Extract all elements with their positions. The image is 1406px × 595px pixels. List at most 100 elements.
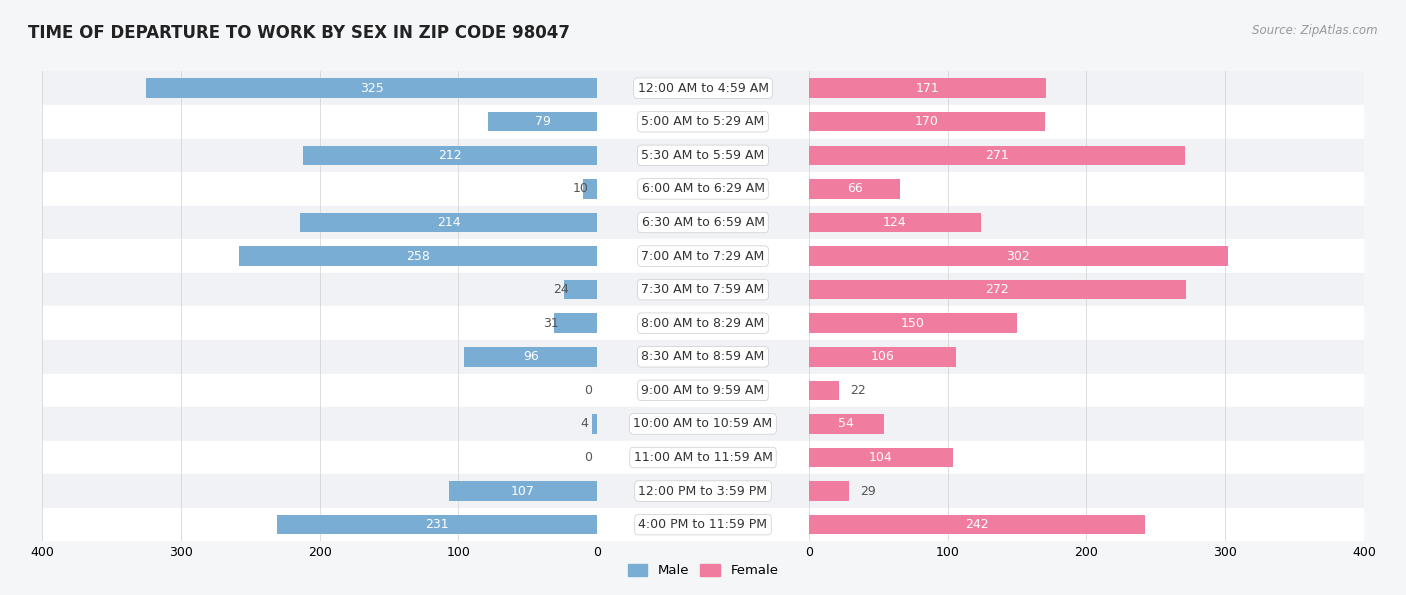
Bar: [808, 441, 1364, 474]
Bar: [304, 146, 598, 165]
Bar: [808, 340, 1364, 374]
Bar: [808, 414, 883, 434]
Bar: [42, 172, 598, 206]
Bar: [808, 347, 956, 367]
Text: 150: 150: [901, 317, 925, 330]
Bar: [598, 306, 808, 340]
Bar: [808, 381, 839, 400]
Bar: [42, 139, 598, 172]
Text: 12:00 PM to 3:59 PM: 12:00 PM to 3:59 PM: [638, 484, 768, 497]
Bar: [598, 172, 808, 206]
Bar: [464, 347, 598, 367]
Text: 10: 10: [572, 183, 588, 195]
Text: 302: 302: [1007, 249, 1031, 262]
Bar: [808, 79, 1046, 98]
Bar: [42, 71, 598, 105]
Text: 7:00 AM to 7:29 AM: 7:00 AM to 7:29 AM: [641, 249, 765, 262]
Bar: [808, 374, 1364, 407]
Bar: [808, 515, 1144, 534]
Bar: [598, 407, 808, 441]
Bar: [42, 239, 598, 273]
Bar: [598, 508, 808, 541]
Text: 6:00 AM to 6:29 AM: 6:00 AM to 6:29 AM: [641, 183, 765, 195]
Bar: [598, 441, 808, 474]
Text: 66: 66: [846, 183, 862, 195]
Bar: [808, 407, 1364, 441]
Bar: [42, 374, 598, 407]
Text: 242: 242: [965, 518, 988, 531]
Bar: [808, 273, 1364, 306]
Text: 0: 0: [583, 451, 592, 464]
Bar: [808, 474, 1364, 508]
Bar: [598, 206, 808, 239]
Bar: [598, 105, 808, 139]
Bar: [808, 280, 1187, 299]
Bar: [808, 71, 1364, 105]
Text: 231: 231: [425, 518, 449, 531]
Text: 31: 31: [543, 317, 560, 330]
Text: 7:30 AM to 7:59 AM: 7:30 AM to 7:59 AM: [641, 283, 765, 296]
Bar: [808, 139, 1364, 172]
Bar: [598, 71, 808, 105]
Bar: [808, 112, 1045, 131]
Text: TIME OF DEPARTURE TO WORK BY SEX IN ZIP CODE 98047: TIME OF DEPARTURE TO WORK BY SEX IN ZIP …: [28, 24, 569, 42]
Text: 325: 325: [360, 82, 384, 95]
Text: 12:00 AM to 4:59 AM: 12:00 AM to 4:59 AM: [637, 82, 769, 95]
Bar: [808, 246, 1227, 266]
Bar: [42, 407, 598, 441]
Bar: [564, 280, 598, 299]
Bar: [42, 508, 598, 541]
Bar: [42, 105, 598, 139]
Bar: [808, 105, 1364, 139]
Bar: [808, 179, 900, 199]
Text: 272: 272: [986, 283, 1010, 296]
Text: 5:30 AM to 5:59 AM: 5:30 AM to 5:59 AM: [641, 149, 765, 162]
Text: 10:00 AM to 10:59 AM: 10:00 AM to 10:59 AM: [634, 418, 772, 430]
Text: 171: 171: [915, 82, 939, 95]
Text: 5:00 AM to 5:29 AM: 5:00 AM to 5:29 AM: [641, 115, 765, 129]
Text: 79: 79: [534, 115, 550, 129]
Text: 8:30 AM to 8:59 AM: 8:30 AM to 8:59 AM: [641, 350, 765, 364]
Bar: [598, 340, 808, 374]
Text: 104: 104: [869, 451, 893, 464]
Bar: [598, 273, 808, 306]
Bar: [808, 481, 849, 501]
Text: 29: 29: [860, 484, 876, 497]
Bar: [598, 474, 808, 508]
Text: 4: 4: [581, 418, 589, 430]
Bar: [808, 213, 981, 232]
Bar: [592, 414, 598, 434]
Bar: [449, 481, 598, 501]
Text: 96: 96: [523, 350, 538, 364]
Text: 8:00 AM to 8:29 AM: 8:00 AM to 8:29 AM: [641, 317, 765, 330]
Text: 124: 124: [883, 216, 907, 229]
Bar: [277, 515, 598, 534]
Bar: [808, 172, 1364, 206]
Text: 170: 170: [915, 115, 939, 129]
Bar: [598, 139, 808, 172]
Bar: [42, 441, 598, 474]
Bar: [583, 179, 598, 199]
Text: 9:00 AM to 9:59 AM: 9:00 AM to 9:59 AM: [641, 384, 765, 397]
Bar: [42, 206, 598, 239]
Bar: [42, 273, 598, 306]
Text: 0: 0: [583, 384, 592, 397]
Bar: [301, 213, 598, 232]
Text: 212: 212: [439, 149, 463, 162]
Bar: [808, 448, 953, 467]
Text: 11:00 AM to 11:59 AM: 11:00 AM to 11:59 AM: [634, 451, 772, 464]
Bar: [808, 239, 1364, 273]
Bar: [42, 340, 598, 374]
Text: 258: 258: [406, 249, 430, 262]
Bar: [554, 314, 598, 333]
Text: 214: 214: [437, 216, 461, 229]
Bar: [808, 306, 1364, 340]
Bar: [42, 474, 598, 508]
Bar: [42, 306, 598, 340]
Text: 107: 107: [512, 484, 534, 497]
Text: 4:00 PM to 11:59 PM: 4:00 PM to 11:59 PM: [638, 518, 768, 531]
Text: 22: 22: [851, 384, 866, 397]
Text: 24: 24: [553, 283, 568, 296]
Text: 106: 106: [870, 350, 894, 364]
Text: 6:30 AM to 6:59 AM: 6:30 AM to 6:59 AM: [641, 216, 765, 229]
